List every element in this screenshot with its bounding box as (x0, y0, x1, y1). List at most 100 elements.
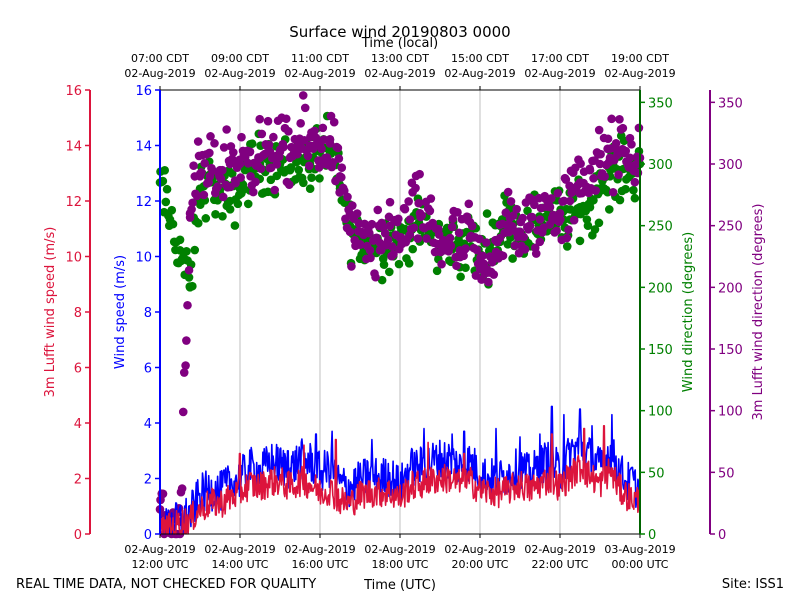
lufft-dir-point (625, 153, 635, 163)
lufft-dir-point (328, 158, 337, 167)
wind-dir-point (247, 139, 257, 149)
wind-dir-point (218, 212, 227, 221)
lufft-dir-point (415, 169, 424, 179)
wind-dir-point (227, 169, 237, 178)
wind-dir-point (193, 218, 203, 228)
lufft-dir-point (296, 119, 305, 128)
lufft-dir-point (181, 361, 190, 370)
lufft-dir-point (615, 147, 625, 156)
lufft-dir-point (565, 181, 574, 191)
lufft-dir-tick-label: 100 (718, 405, 743, 420)
x-tick-label-time: 22:00 UTC (531, 558, 588, 571)
lufft-dir-point (284, 180, 294, 189)
lufft-dir-point (199, 190, 209, 200)
lufft-dir-point (275, 147, 285, 156)
lufft-dir-point (453, 207, 462, 217)
wind-dir-point (508, 254, 517, 263)
lufft-speed-line (159, 424, 641, 535)
lufft-dir-point (448, 214, 458, 224)
top-tick-label-date: 02-Aug-2019 (124, 67, 195, 80)
top-tick-label-time: 13:00 CDT (371, 52, 429, 65)
lufft-dir-point (413, 234, 423, 243)
top-tick-label-date: 02-Aug-2019 (524, 67, 595, 80)
lufft-dir-point (366, 253, 375, 263)
x-tick-label-date: 02-Aug-2019 (364, 543, 435, 556)
lufft-dir-point (367, 219, 377, 229)
lufft-dir-point (409, 223, 419, 233)
lufft-dir-point (447, 222, 457, 232)
lufft-dir-point (325, 135, 335, 144)
lufft-dir-point (213, 182, 223, 191)
lufft-dir-point (246, 171, 255, 181)
lufft-dir-point (295, 135, 305, 144)
lufft-dir-point (329, 117, 339, 127)
lufft-dir-point (627, 140, 636, 149)
lufft-dir-point (552, 226, 561, 236)
lufft-dir-point (425, 206, 435, 216)
lufft-dir-point (618, 123, 628, 133)
lufft-dir-point (559, 196, 569, 206)
wind-dir-point (629, 185, 638, 195)
wind-dir-point (315, 174, 324, 183)
lufft-dir-point (455, 246, 465, 255)
lufft-dir-point (555, 209, 565, 218)
lufft-dir-point (506, 197, 516, 206)
lufft-dir-point (445, 233, 455, 243)
top-tick-label-time: 11:00 CDT (291, 52, 349, 65)
lufft-dir-point (304, 161, 314, 171)
wind-dir-point (182, 247, 191, 256)
lufft-dir-point (200, 159, 209, 168)
lufft-dir-point (596, 149, 605, 159)
lufft-dir-point (189, 161, 198, 170)
lufft-dir-point (255, 114, 265, 124)
x-tick-label-time: 16:00 UTC (291, 558, 348, 571)
lufft-dir-point (464, 199, 474, 209)
wind-dir-point (621, 184, 630, 194)
lufft-dir-point (434, 230, 444, 239)
lufft-dir-point (489, 270, 499, 279)
lufft-dir-point (348, 201, 357, 210)
lufft-dir-point (607, 114, 616, 124)
wind-dir-point (562, 242, 572, 251)
lufft-dir-point (520, 245, 530, 254)
lufft-dir-point (265, 147, 275, 156)
lufft-dir-point (183, 300, 192, 310)
lufft-dir-point (365, 246, 375, 255)
wind-dir-point (299, 178, 308, 188)
lufft-dir-point (334, 154, 344, 163)
wind-dir-axis-label: Wind direction (degrees) (681, 232, 696, 392)
lufft-dir-point (435, 239, 445, 249)
wind-dir-tick-label: 50 (648, 466, 665, 481)
wind-dir-point (589, 195, 598, 205)
lufft-dir-point (195, 172, 205, 181)
lufft-dir-point (561, 175, 571, 184)
lufft-speed-tick-label: 0 (74, 528, 82, 543)
lufft-dir-point (272, 160, 282, 169)
lufft-dir-point (611, 139, 621, 148)
lufft-dir-point (236, 173, 245, 182)
x-tick-label-date: 03-Aug-2019 (604, 543, 675, 556)
lufft-dir-point (219, 143, 229, 152)
lufft-dir-point (237, 132, 246, 142)
x-tick-label-time: 00:00 UTC (611, 558, 668, 571)
wind-speed-tick-label: 6 (144, 362, 152, 377)
lufft-dir-point (594, 125, 604, 135)
lufft-dir-point (375, 246, 385, 255)
wind-dir-tick-label: 200 (648, 281, 673, 296)
lufft-speed-axis-label: 3m Lufft wind speed (m/s) (43, 227, 58, 398)
wind-dir-point (285, 165, 295, 175)
lufft-dir-point (426, 194, 436, 203)
lufft-speed-tick-label: 16 (65, 84, 82, 99)
lufft-dir-point (281, 114, 291, 124)
top-tick-label-time: 15:00 CDT (451, 52, 509, 65)
wind-dir-point (160, 166, 170, 175)
lufft-dir-point (218, 192, 228, 202)
wind-dir-tick-label: 350 (648, 96, 673, 111)
lufft-dir-point (345, 227, 355, 237)
lufft-dir-point (314, 163, 324, 172)
lufft-dir-point (303, 151, 313, 161)
site-footer: Site: ISS1 (722, 577, 784, 592)
lufft-dir-point (284, 127, 293, 136)
lufft-dir-point (589, 174, 598, 183)
lufft-dir-point (484, 277, 493, 287)
